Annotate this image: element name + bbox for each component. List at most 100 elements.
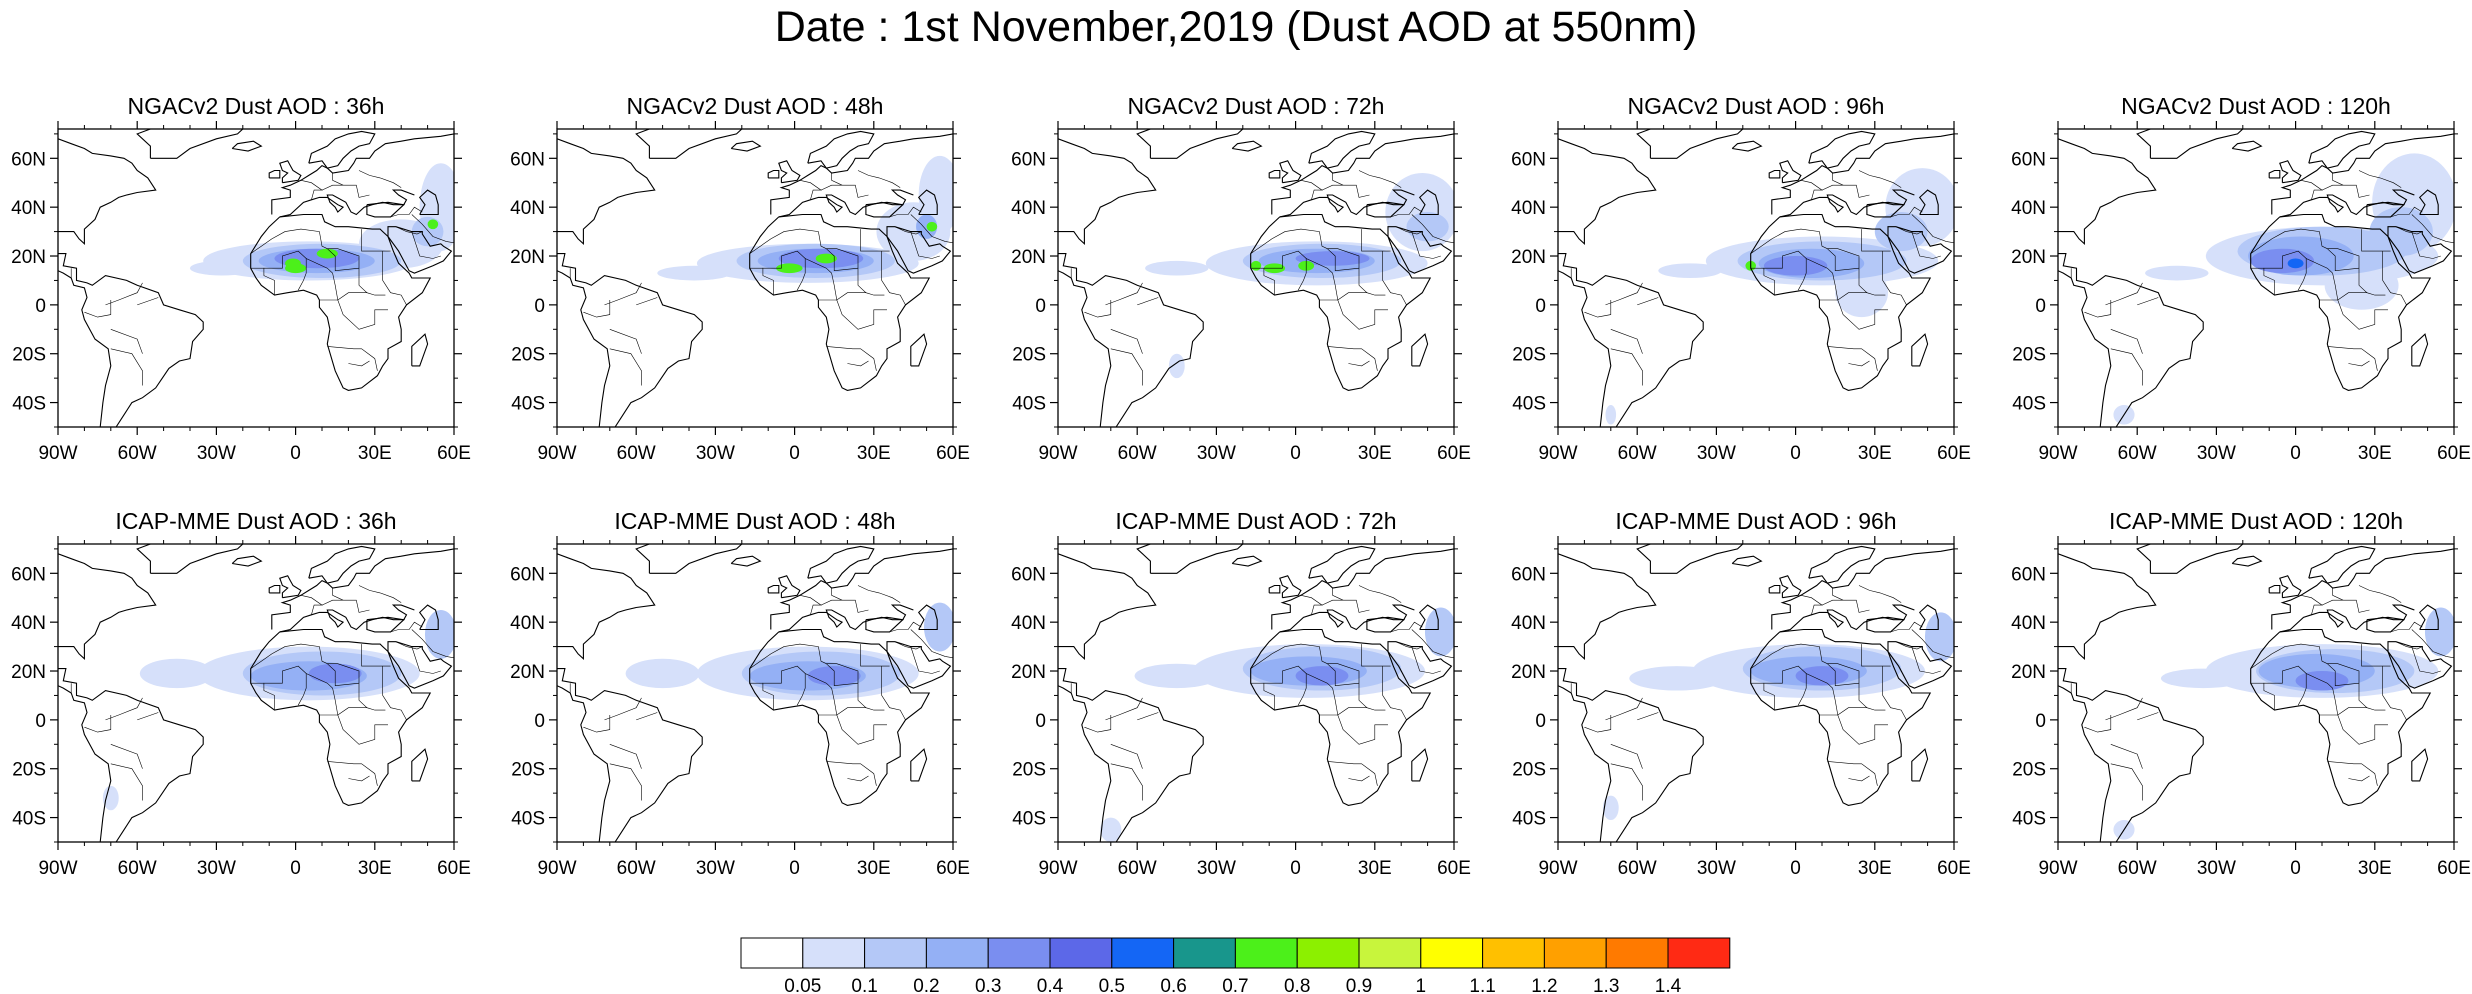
lat-label: 40S (2012, 809, 2046, 830)
lat-label: 20N (11, 247, 46, 268)
lat-label: 20S (12, 760, 46, 781)
lat-label: 20N (1511, 662, 1546, 683)
lon-label: 90W (537, 443, 576, 464)
lon-label: 30E (358, 858, 392, 879)
coastline (1308, 545, 1376, 584)
dust-plume (285, 258, 301, 269)
coastline (1418, 604, 1439, 631)
country-border (799, 595, 822, 615)
lon-label: 60E (936, 858, 970, 879)
coastline (411, 748, 429, 782)
country-border (857, 585, 901, 603)
country-border (2348, 360, 2370, 367)
coastline (865, 616, 905, 633)
lat-label: 60N (510, 149, 545, 170)
country-border (1800, 180, 1823, 200)
lon-label: 30E (2358, 443, 2392, 464)
country-border (609, 744, 642, 769)
coastline (1808, 545, 1876, 584)
country-border (2395, 226, 2423, 235)
lon-label: 30E (1358, 443, 1392, 464)
coastline (1558, 270, 1612, 427)
country-border (2105, 282, 2143, 306)
country-border (857, 170, 901, 188)
lat-label: 40S (1012, 394, 1046, 415)
colorbar-label: 1.3 (1593, 976, 1619, 994)
coastline (1558, 138, 1657, 246)
country-border (2395, 641, 2423, 650)
colorbar-label: 0.8 (1284, 976, 1310, 994)
country-border (583, 300, 611, 318)
country-border (910, 214, 953, 244)
country-border (1297, 258, 1307, 291)
country-border (604, 697, 642, 721)
coastline (1911, 333, 1929, 367)
plot-frame (1557, 543, 1955, 843)
country-border (881, 251, 906, 306)
lat-label: 40N (510, 613, 545, 634)
country-border (1848, 775, 1870, 782)
coastline (1636, 129, 1744, 159)
country-border (2319, 714, 2388, 745)
plot-frame (556, 128, 954, 428)
country-border (382, 251, 407, 306)
lat-label: 0 (35, 296, 46, 317)
coastline (1866, 201, 1906, 218)
coastline (58, 253, 204, 427)
coastline (2058, 138, 2157, 246)
coastline (1918, 189, 1939, 216)
coastline (1136, 129, 1244, 159)
coastline (2418, 189, 2439, 216)
coastline (1231, 555, 1263, 567)
country-border (2390, 206, 2423, 218)
country-border (2110, 348, 2143, 386)
country-border (2332, 588, 2344, 601)
country-border (1084, 715, 1112, 733)
country-border (583, 715, 611, 733)
lat-label: 60N (1011, 564, 1046, 585)
map-panel: ICAP-MME Dust AOD : 96h 90W 60W 30W 0 30E 60E 6… (1498, 504, 2014, 892)
country-border (1348, 360, 1370, 367)
lon-label: 30W (1197, 443, 1236, 464)
panel-title: NGACv2 Dust AOD : 36h (127, 93, 385, 119)
coastline (917, 189, 938, 216)
country-border (1358, 585, 1402, 603)
country-border (2137, 297, 2159, 306)
country-border (831, 173, 843, 186)
lon-label: 0 (1790, 443, 1801, 464)
colorbar-swatch (740, 937, 804, 969)
lon-label: 0 (1290, 858, 1301, 879)
lat-label: 0 (534, 296, 545, 317)
dust-plume (1134, 663, 1220, 689)
country-border (332, 588, 344, 601)
country-border (137, 297, 159, 306)
plot-frame (1057, 543, 1455, 843)
coastline (1366, 201, 1406, 218)
colorbar-label: 1.1 (1469, 976, 1495, 994)
country-border (889, 621, 922, 633)
coastline (886, 641, 952, 689)
country-border (411, 629, 454, 659)
colorbar-label: 0.5 (1099, 976, 1125, 994)
coastline (2136, 544, 2244, 574)
country-border (2358, 585, 2402, 603)
coastline (1231, 140, 1263, 152)
coastline (1136, 544, 1244, 574)
lon-label: 90W (537, 858, 576, 879)
country-border (1300, 180, 1323, 200)
coastline (1918, 604, 1939, 631)
colorbar-swatch (1296, 937, 1360, 969)
lat-label: 40N (2011, 198, 2046, 219)
country-border (2327, 761, 2378, 786)
lon-label: 30E (1358, 858, 1392, 879)
country-border (2332, 173, 2344, 186)
lon-label: 60E (1937, 443, 1971, 464)
country-border (2300, 180, 2323, 200)
country-border (1858, 585, 1902, 603)
coastline (1058, 668, 1204, 842)
lon-label: 30E (358, 443, 392, 464)
country-border (300, 595, 323, 615)
colorbar-label: 0.05 (784, 976, 821, 994)
colorbar-swatch (1543, 937, 1607, 969)
lat-label: 0 (35, 711, 46, 732)
